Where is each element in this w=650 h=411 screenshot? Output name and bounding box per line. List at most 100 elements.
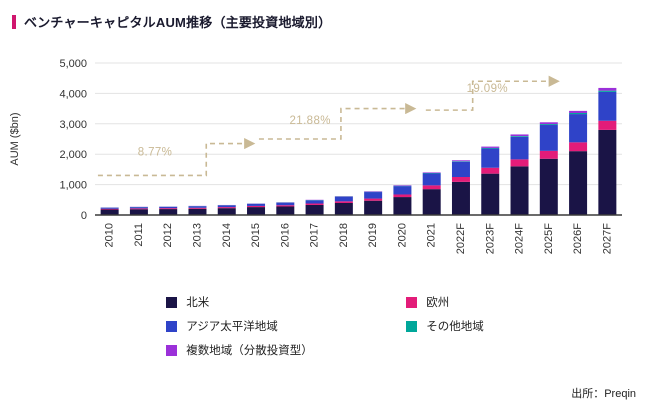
title-accent-bar <box>12 14 16 29</box>
bar-segment <box>129 208 148 210</box>
bar-segment <box>159 208 178 210</box>
x-tick-label: 2020 <box>396 223 408 247</box>
y-axis-title: AUM ($bn) <box>9 112 21 165</box>
legend-item-1: 欧州 <box>406 294 484 310</box>
bar-segment <box>217 208 236 215</box>
bar-segment <box>276 202 295 206</box>
bar-segment <box>393 197 412 215</box>
y-tick-label: 1,000 <box>59 180 87 192</box>
bar-segment <box>305 204 324 215</box>
x-tick-label: 2025F <box>543 223 555 254</box>
bar-segment <box>247 207 266 215</box>
x-tick-label: 2013 <box>191 223 203 247</box>
bar-segment <box>217 205 236 208</box>
legend-label: アジア太平洋地域 <box>186 321 278 333</box>
legend: 北米 欧州アジア太平洋地域 その他地域複数地域（分散投資型） <box>0 294 650 358</box>
bar-segment <box>598 129 617 215</box>
bar-segment <box>598 120 617 130</box>
bar-segment <box>451 177 470 182</box>
bar-segment <box>481 167 500 174</box>
bar-2023F <box>481 146 500 215</box>
bar-segment <box>510 136 529 137</box>
bar-segment <box>100 207 119 209</box>
bar-segment <box>159 209 178 215</box>
bar-segment <box>539 124 558 126</box>
x-tick-label: 2023F <box>484 223 496 254</box>
bar-2025F <box>539 122 558 215</box>
bar-segment <box>334 196 353 202</box>
cagr-step-line <box>97 137 256 177</box>
aum-chart-svg: 0 1,000 2,000 3,000 4,000 5,000 AUM ($bn) 2010 2… <box>9 58 622 254</box>
bar-segment <box>481 173 500 215</box>
y-tick-label: 3,000 <box>59 119 87 131</box>
y-tick-label: 5,000 <box>59 58 87 70</box>
legend-label: 複数地域（分散投資型） <box>186 345 313 357</box>
bar-segment <box>451 161 470 162</box>
bar-segment <box>159 206 178 209</box>
legend-swatch <box>406 296 418 308</box>
bar-segment <box>598 87 617 91</box>
bar-segment <box>481 147 500 149</box>
bar-segment <box>247 203 266 206</box>
bar-2010 <box>100 207 119 215</box>
bar-segment <box>451 161 470 177</box>
bar-segment <box>569 114 588 143</box>
bar-segment <box>510 166 529 215</box>
y-tick-label: 2,000 <box>59 149 87 161</box>
bar-segment <box>539 158 558 215</box>
x-tick-label: 2012 <box>162 223 174 247</box>
bar-2024F <box>510 134 529 215</box>
bar-2026F <box>569 110 588 215</box>
bar-2027F <box>598 87 617 215</box>
bar-segment <box>422 173 441 186</box>
legend-swatch <box>166 296 178 308</box>
x-tick-label: 2027F <box>601 223 613 254</box>
bar-2016 <box>276 202 295 215</box>
bar-segment <box>451 160 470 162</box>
legend-item-3: その他地域 <box>406 318 484 334</box>
x-tick-label: 2016 <box>279 223 291 247</box>
bar-segment <box>539 125 558 151</box>
bar-segment <box>188 208 207 215</box>
bar-segment <box>247 205 266 208</box>
cagr-label: 21.88% <box>289 115 330 127</box>
x-tick-label: 2024F <box>514 223 526 254</box>
x-tick-label: 2022F <box>455 223 467 254</box>
bar-segment <box>422 189 441 215</box>
x-tick-label: 2026F <box>572 223 584 254</box>
bar-segment <box>598 91 617 121</box>
bar-segment <box>393 185 412 186</box>
bar-segment <box>481 146 500 148</box>
bar-segment <box>539 150 558 159</box>
bar-segment <box>364 200 383 215</box>
bar-segment <box>217 207 236 209</box>
source-note: 出所：Preqin <box>571 388 636 400</box>
bar-segment <box>305 200 324 204</box>
bar-segment <box>569 113 588 115</box>
bar-segment <box>598 90 617 92</box>
page-title: ベンチャーキャピタルAUM推移（主要投資地域別） <box>24 15 332 30</box>
bar-2015 <box>247 203 266 215</box>
bar-segment <box>569 142 588 152</box>
bar-segment <box>100 209 119 215</box>
bar-2021 <box>422 172 441 215</box>
bar-segment <box>393 194 412 198</box>
x-tick-label: 2010 <box>104 223 116 247</box>
bar-segment <box>305 203 324 205</box>
x-tick-label: 2019 <box>367 223 379 247</box>
bar-segment <box>481 148 500 168</box>
cagr-label: 8.77% <box>138 147 173 159</box>
x-tick-label: 2017 <box>309 223 321 247</box>
legend-swatch <box>406 320 418 332</box>
legend-swatch <box>166 344 178 356</box>
bar-2020 <box>393 185 412 215</box>
x-tick-label: 2014 <box>221 223 233 247</box>
bar-segment <box>393 186 412 195</box>
bar-segment <box>188 207 207 209</box>
legend-label: 北米 <box>186 297 210 309</box>
cagr-step-line <box>258 102 417 140</box>
legend-item-0: 北米 <box>166 294 406 310</box>
bar-segment <box>422 185 441 190</box>
legend-label: 欧州 <box>426 297 450 309</box>
